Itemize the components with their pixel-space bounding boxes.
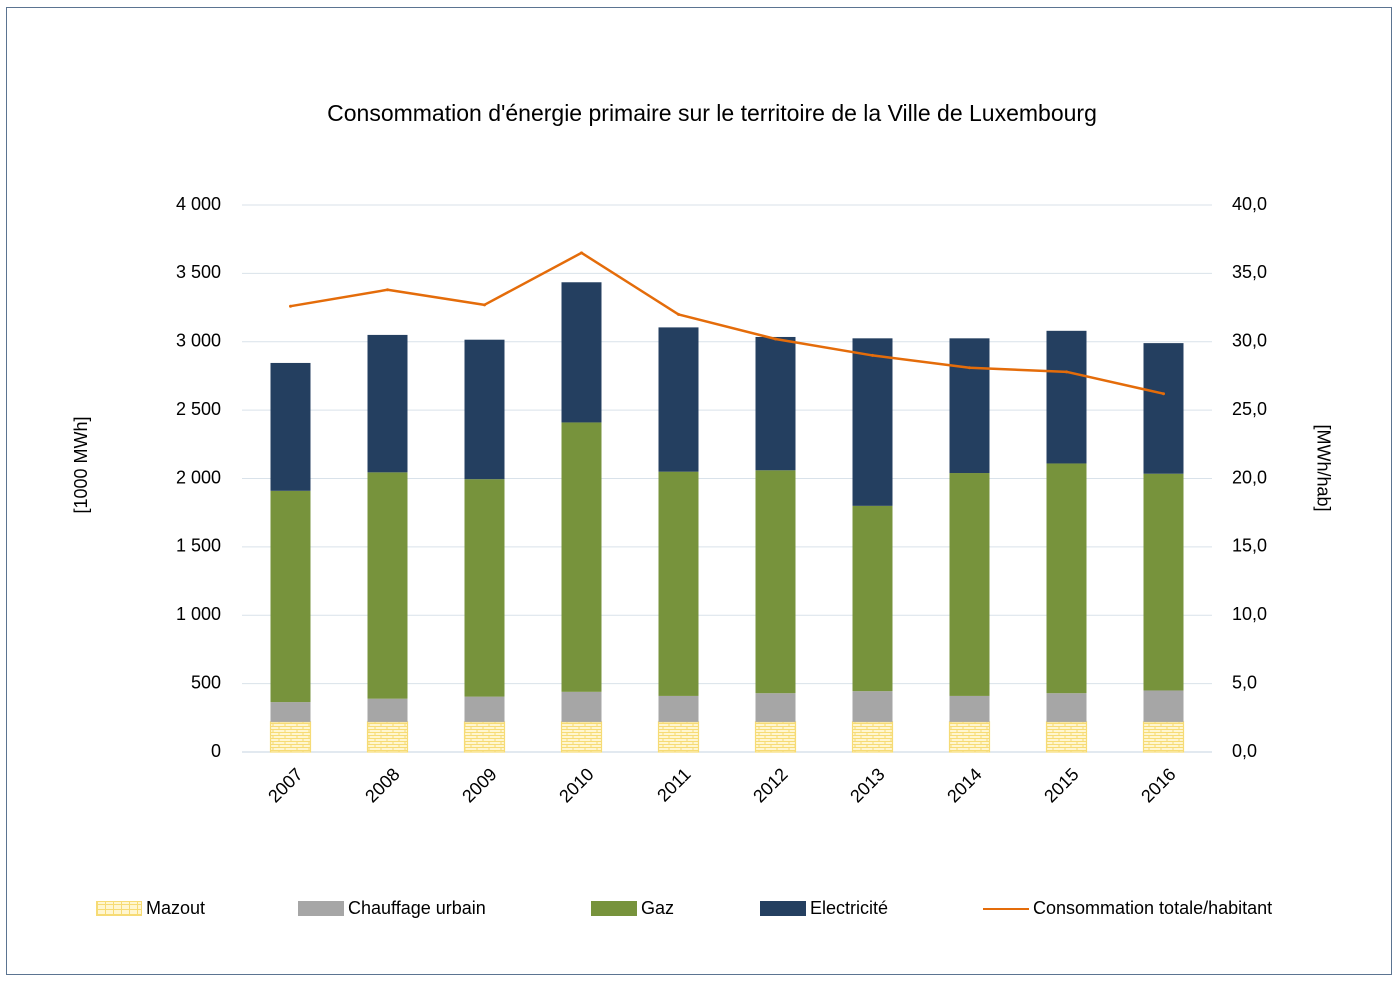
bar-mazout-2013 [851, 721, 894, 753]
bar-chauffage-urbain-2016 [1143, 690, 1184, 722]
y-tick-label-left: 1 000 [176, 604, 221, 624]
line-point-2016 [1162, 392, 1165, 396]
bar-electricite-2012 [755, 336, 796, 471]
x-tick-label-2013: 2013 [846, 764, 888, 806]
bar-chauffage-urbain-2015 [1046, 693, 1087, 722]
y-tick-label-left: 1 500 [176, 536, 221, 556]
x-tick-label-2014: 2014 [943, 764, 985, 806]
bar-mazout-2012 [754, 721, 797, 753]
x-tick-label-2016: 2016 [1137, 764, 1179, 806]
y-tick-label-left: 3 000 [176, 331, 221, 351]
bar-chauffage-urbain-2007 [270, 702, 311, 722]
legend-swatch-mazout [96, 901, 142, 916]
y-tick-label-left: 2 000 [176, 467, 221, 487]
y-tick-label-left: 500 [191, 672, 221, 692]
bar-chauffage-urbain-2013 [852, 691, 893, 722]
bar-electricite-2010 [561, 282, 602, 423]
bar-chauffage-urbain-2011 [658, 695, 699, 722]
bar-chauffage-urbain-2009 [464, 696, 505, 722]
legend-swatch-chauffage-urbain [298, 901, 344, 916]
bar-gaz-2009 [464, 479, 505, 697]
x-tick-label-2011: 2011 [653, 764, 695, 806]
y-tick-label-right: 40,0 [1232, 194, 1267, 214]
bar-mazout-2010 [560, 721, 603, 753]
legend-label-electricite: Electricité [810, 898, 889, 918]
y-tick-label-right: 15,0 [1232, 536, 1267, 556]
y-tick-label-right: 35,0 [1232, 262, 1267, 282]
bar-chauffage-urbain-2012 [755, 693, 796, 722]
x-tick-label-2008: 2008 [361, 764, 403, 806]
y-tick-label-right: 30,0 [1232, 331, 1267, 351]
bar-mazout-2007 [269, 721, 312, 753]
bar-mazout-2015 [1045, 721, 1088, 753]
y-tick-label-right: 10,0 [1232, 604, 1267, 624]
legend: Mazout Chauffage urbain Gaz Electricité … [0, 898, 1400, 928]
y-tick-label-left: 0 [211, 741, 221, 761]
bar-gaz-2008 [367, 472, 408, 699]
bar-electricite-2009 [464, 339, 505, 480]
line-point-2013 [871, 353, 874, 357]
bar-electricite-2007 [270, 362, 311, 491]
bar-chauffage-urbain-2008 [367, 698, 408, 722]
legend-swatch-gaz [591, 901, 637, 916]
bar-mazout-2008 [366, 721, 409, 753]
y-tick-label-left: 2 500 [176, 399, 221, 419]
bar-mazout-2011 [657, 721, 700, 753]
legend-item-consommation-totale-habitant: Consommation totale/habitant [983, 898, 1272, 919]
bar-chauffage-urbain-2010 [561, 691, 602, 722]
line-point-2011 [677, 312, 680, 316]
legend-item-chauffage-urbain: Chauffage urbain [298, 898, 486, 919]
bar-electricite-2011 [658, 327, 699, 472]
bar-gaz-2013 [852, 505, 893, 692]
line-point-2008 [386, 288, 389, 292]
bar-mazout-2014 [948, 721, 991, 753]
legend-swatch-consommation-totale [983, 907, 1029, 910]
y-tick-label-right: 25,0 [1232, 399, 1267, 419]
bar-electricite-2014 [949, 338, 990, 474]
x-tick-label-2015: 2015 [1040, 764, 1082, 806]
bar-electricite-2015 [1046, 330, 1087, 464]
y-tick-label-right: 0,0 [1232, 741, 1257, 761]
line-point-2007 [289, 304, 292, 308]
y-tick-label-right: 20,0 [1232, 467, 1267, 487]
legend-label-gaz: Gaz [641, 898, 675, 918]
bar-chauffage-urbain-2014 [949, 695, 990, 722]
chart-title: Consommation d'énergie primaire sur le t… [327, 100, 1097, 126]
bar-electricite-2016 [1143, 343, 1184, 474]
x-tick-label-2007: 2007 [264, 764, 306, 806]
x-tick-label-2010: 2010 [555, 764, 597, 806]
line-point-2014 [968, 366, 971, 370]
legend-item-electricite: Electricité [760, 898, 888, 919]
y-axis-label-left: [1000 MWh] [71, 416, 91, 513]
legend-item-mazout: Mazout [96, 898, 205, 919]
bar-gaz-2012 [755, 470, 796, 694]
bar-gaz-2016 [1143, 473, 1184, 691]
x-tick-label-2012: 2012 [749, 764, 791, 806]
bar-mazout-2009 [463, 721, 506, 753]
line-point-2012 [774, 337, 777, 341]
y-tick-label-left: 3 500 [176, 262, 221, 282]
legend-label-mazout: Mazout [146, 898, 206, 918]
legend-swatch-electricite [760, 901, 806, 916]
bar-gaz-2014 [949, 473, 990, 696]
y-tick-label-right: 5,0 [1232, 672, 1257, 692]
y-tick-label-left: 4 000 [176, 194, 221, 214]
legend-label-consommation-totale: Consommation totale/habitant [1033, 898, 1273, 918]
line-consommation-totale-habitant [290, 251, 1164, 395]
line-point-2009 [483, 303, 486, 307]
line-point-2015 [1065, 370, 1068, 374]
bar-mazout-2016 [1142, 721, 1185, 753]
bar-electricite-2008 [367, 334, 408, 473]
bar-gaz-2015 [1046, 463, 1087, 694]
bar-electricite-2013 [852, 338, 893, 506]
bar-gaz-2010 [561, 422, 602, 692]
bar-gaz-2011 [658, 471, 699, 696]
legend-item-gaz: Gaz [591, 898, 674, 919]
legend-label-chauffage-urbain: Chauffage urbain [348, 898, 486, 918]
line-point-2010 [580, 251, 583, 255]
x-tick-label-2009: 2009 [458, 764, 500, 806]
bar-gaz-2007 [270, 490, 311, 703]
y-axis-label-right: [MWh/hab] [1313, 424, 1333, 511]
